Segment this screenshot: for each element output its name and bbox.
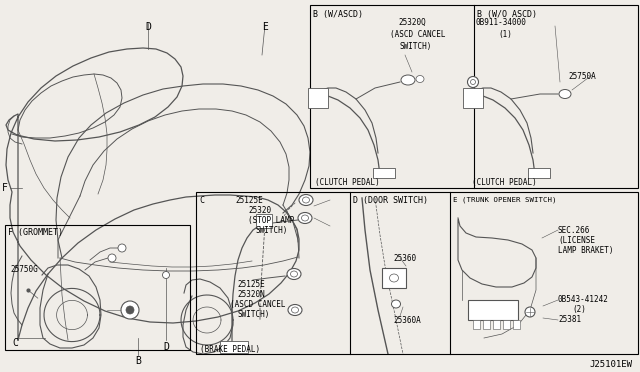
Text: D (DOOR SWITCH): D (DOOR SWITCH)	[353, 196, 428, 205]
Bar	[373, 168, 395, 178]
Ellipse shape	[118, 244, 126, 252]
Text: 25320N: 25320N	[237, 290, 265, 299]
Ellipse shape	[291, 307, 298, 313]
Text: D: D	[145, 22, 151, 32]
Text: (CLUTCH PEDAL): (CLUTCH PEDAL)	[472, 178, 537, 187]
Ellipse shape	[416, 76, 424, 83]
Bar	[5, 225, 190, 350]
Text: 25381: 25381	[558, 315, 581, 324]
Bar	[308, 88, 328, 108]
Text: 25125E: 25125E	[235, 196, 263, 205]
Text: (ASCD CANCEL: (ASCD CANCEL	[390, 30, 445, 39]
Bar	[310, 5, 638, 188]
Bar	[196, 192, 638, 354]
Bar	[493, 320, 500, 329]
Text: SWITCH): SWITCH)	[400, 42, 433, 51]
Text: (1): (1)	[498, 30, 512, 39]
Text: (CLUTCH PEDAL): (CLUTCH PEDAL)	[315, 178, 380, 187]
Ellipse shape	[470, 80, 476, 84]
Text: B (W/O ASCD): B (W/O ASCD)	[477, 10, 537, 19]
Text: (LICENSE: (LICENSE	[558, 236, 595, 245]
Ellipse shape	[108, 254, 116, 262]
Text: 0B543-41242: 0B543-41242	[558, 295, 609, 304]
Bar	[468, 300, 518, 320]
Text: E: E	[262, 22, 268, 32]
Ellipse shape	[525, 307, 535, 317]
Text: SWITCH): SWITCH)	[238, 310, 270, 319]
Text: (2): (2)	[572, 305, 586, 314]
Ellipse shape	[299, 195, 313, 205]
Bar	[473, 320, 480, 329]
Text: C: C	[199, 196, 204, 205]
Text: C: C	[12, 338, 18, 348]
Text: (BRAKE PEDAL): (BRAKE PEDAL)	[200, 345, 260, 354]
Text: SEC.266: SEC.266	[558, 226, 590, 235]
Ellipse shape	[291, 271, 298, 277]
Text: E (TRUNK OPENER SWITCH): E (TRUNK OPENER SWITCH)	[453, 196, 557, 202]
Text: J25101EW: J25101EW	[589, 360, 632, 369]
Text: (ASCD CANCEL: (ASCD CANCEL	[230, 300, 285, 309]
Ellipse shape	[301, 215, 308, 221]
Text: 25320: 25320	[248, 206, 271, 215]
Text: 0B911-34000: 0B911-34000	[476, 18, 527, 27]
Ellipse shape	[121, 301, 139, 319]
Text: D: D	[163, 342, 169, 352]
Text: 25320Q: 25320Q	[398, 18, 426, 27]
Bar	[256, 214, 272, 228]
Ellipse shape	[287, 269, 301, 279]
Bar	[382, 268, 406, 288]
Ellipse shape	[288, 305, 302, 315]
Ellipse shape	[559, 90, 571, 99]
Text: F: F	[2, 183, 8, 193]
Ellipse shape	[467, 77, 479, 87]
Ellipse shape	[390, 274, 399, 282]
Text: LAMP BRAKET): LAMP BRAKET)	[558, 246, 614, 255]
Text: 25125E: 25125E	[237, 280, 265, 289]
Bar	[528, 168, 550, 178]
Bar	[503, 320, 510, 329]
Text: SWITCH): SWITCH)	[256, 226, 289, 235]
Text: F (GROMMET): F (GROMMET)	[8, 228, 63, 237]
Ellipse shape	[163, 272, 170, 279]
Ellipse shape	[401, 75, 415, 85]
Text: (STOP LAMP: (STOP LAMP	[248, 216, 294, 225]
Text: B: B	[135, 356, 141, 366]
Bar	[483, 320, 490, 329]
Text: B (W/ASCD): B (W/ASCD)	[313, 10, 363, 19]
Ellipse shape	[392, 300, 401, 308]
Text: 25360: 25360	[393, 254, 416, 263]
Bar	[513, 320, 520, 329]
Ellipse shape	[126, 306, 134, 314]
Text: 25750G: 25750G	[10, 265, 38, 274]
Text: 25750A: 25750A	[568, 72, 596, 81]
Bar	[463, 88, 483, 108]
Ellipse shape	[303, 197, 310, 203]
Bar	[220, 341, 248, 353]
Text: 25360A: 25360A	[393, 316, 420, 325]
Ellipse shape	[298, 212, 312, 224]
